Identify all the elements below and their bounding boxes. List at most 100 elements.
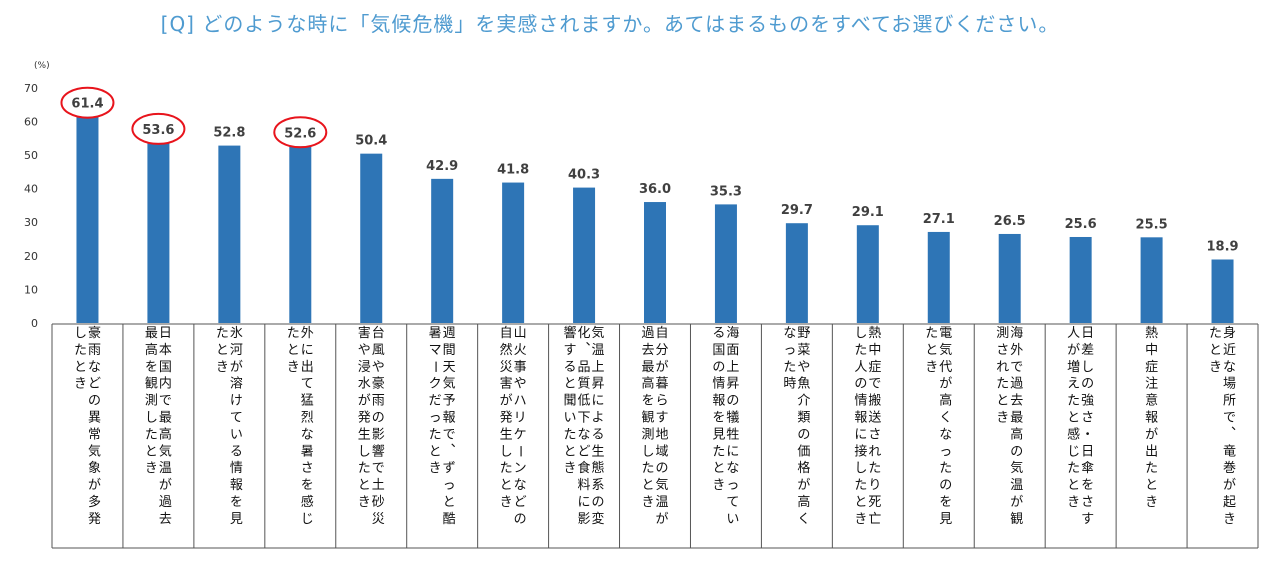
category-char: 分 [655, 343, 668, 358]
bar-value-label: 26.5 [994, 214, 1026, 229]
category-char: を [939, 495, 952, 510]
category-char: リ [514, 411, 527, 426]
category-char: 災 [372, 512, 385, 527]
category-char: っ [443, 478, 456, 493]
category-char: 日 [159, 326, 172, 341]
category-char: た [712, 444, 725, 459]
category-char: 外 [1010, 343, 1023, 358]
category-char: が [500, 394, 513, 409]
category-char: い [564, 411, 577, 426]
category-char: た [1145, 461, 1158, 476]
category-char: 観 [145, 377, 158, 392]
category-char: と [429, 444, 442, 459]
category-char: 自 [655, 326, 668, 341]
category-char: 報 [443, 411, 456, 426]
category-char: 天 [443, 360, 456, 375]
category-char: 上 [592, 360, 605, 375]
category-char: が [88, 478, 101, 493]
category-char: に [578, 495, 591, 510]
category-char: と [712, 461, 725, 476]
bar-value-label: 41.8 [497, 163, 529, 178]
category-char: 響 [372, 443, 385, 459]
category-char: 事 [514, 360, 527, 375]
category-char: 強 [1081, 394, 1094, 409]
category-char: を [301, 478, 314, 493]
category-char: 生 [500, 427, 513, 442]
category-char: し [358, 444, 371, 459]
category-char: さ [868, 427, 881, 442]
category-char: し [500, 444, 513, 459]
category-char: 過 [641, 326, 654, 341]
category-char: 海 [1010, 326, 1023, 341]
category-char: 見 [230, 512, 243, 527]
category-char: と [500, 478, 513, 493]
highlight-circle [273, 116, 328, 149]
category-char: た [74, 343, 87, 358]
bar-value-label: 29.7 [781, 203, 813, 218]
category-char: き [564, 461, 577, 476]
category-char: ー [512, 445, 527, 458]
category-char: の [797, 427, 810, 442]
bar-value-label: 27.1 [923, 212, 955, 227]
bar-value-label: 40.3 [568, 168, 600, 183]
category-char: 観 [1010, 512, 1023, 527]
category-char: 生 [358, 427, 371, 442]
category-char: 害 [500, 376, 513, 392]
category-char: 熱 [868, 326, 881, 341]
category-char: 観 [641, 411, 654, 426]
bar [714, 204, 737, 323]
category-char: 最 [159, 411, 172, 426]
bar [76, 116, 99, 323]
bar-value-label: 29.1 [852, 205, 884, 220]
category-char: を [712, 411, 725, 426]
category-char: 搬 [868, 394, 881, 409]
category-char: き [145, 461, 158, 476]
bars-group: 61.4 53.6 52.8 52.6 50.4 42.9 41.8 40.3 36.0 35.3… [60, 86, 1239, 323]
bar [360, 153, 383, 323]
category-char: 温 [655, 495, 668, 510]
category-char: な [514, 478, 527, 493]
category-char: き [1223, 512, 1236, 527]
category-char: 食 [578, 460, 591, 476]
category-char: 内 [159, 376, 172, 392]
category-char: 高 [1010, 426, 1023, 442]
category-char: ケ [514, 427, 527, 442]
category-char: 接 [854, 443, 867, 459]
category-char: の [88, 394, 101, 409]
category-char: が [159, 478, 172, 493]
category-label-line: たとき [925, 326, 938, 375]
category-char: を [1081, 478, 1094, 493]
category-char: 最 [641, 360, 654, 375]
category-char: 熱 [1145, 326, 1158, 341]
category-char: 報 [1145, 411, 1158, 426]
bar-value-label: 53.6 [142, 123, 174, 138]
category-char: じ [301, 512, 314, 527]
category-label-line: たとき [216, 326, 229, 375]
category-char: た [500, 461, 513, 476]
category-char: き [500, 495, 513, 510]
category-char: が [358, 394, 371, 409]
category-char: の [1010, 444, 1023, 459]
category-char: 暑 [301, 444, 314, 459]
category-char: な [783, 326, 796, 341]
category-char: き [1067, 495, 1080, 510]
category-char: 人 [854, 360, 867, 375]
category-char: 魚 [797, 377, 810, 392]
bar-value-label: 36.0 [639, 182, 671, 197]
y-axis: 0 10 20 30 40 50 60 70 [24, 82, 38, 330]
